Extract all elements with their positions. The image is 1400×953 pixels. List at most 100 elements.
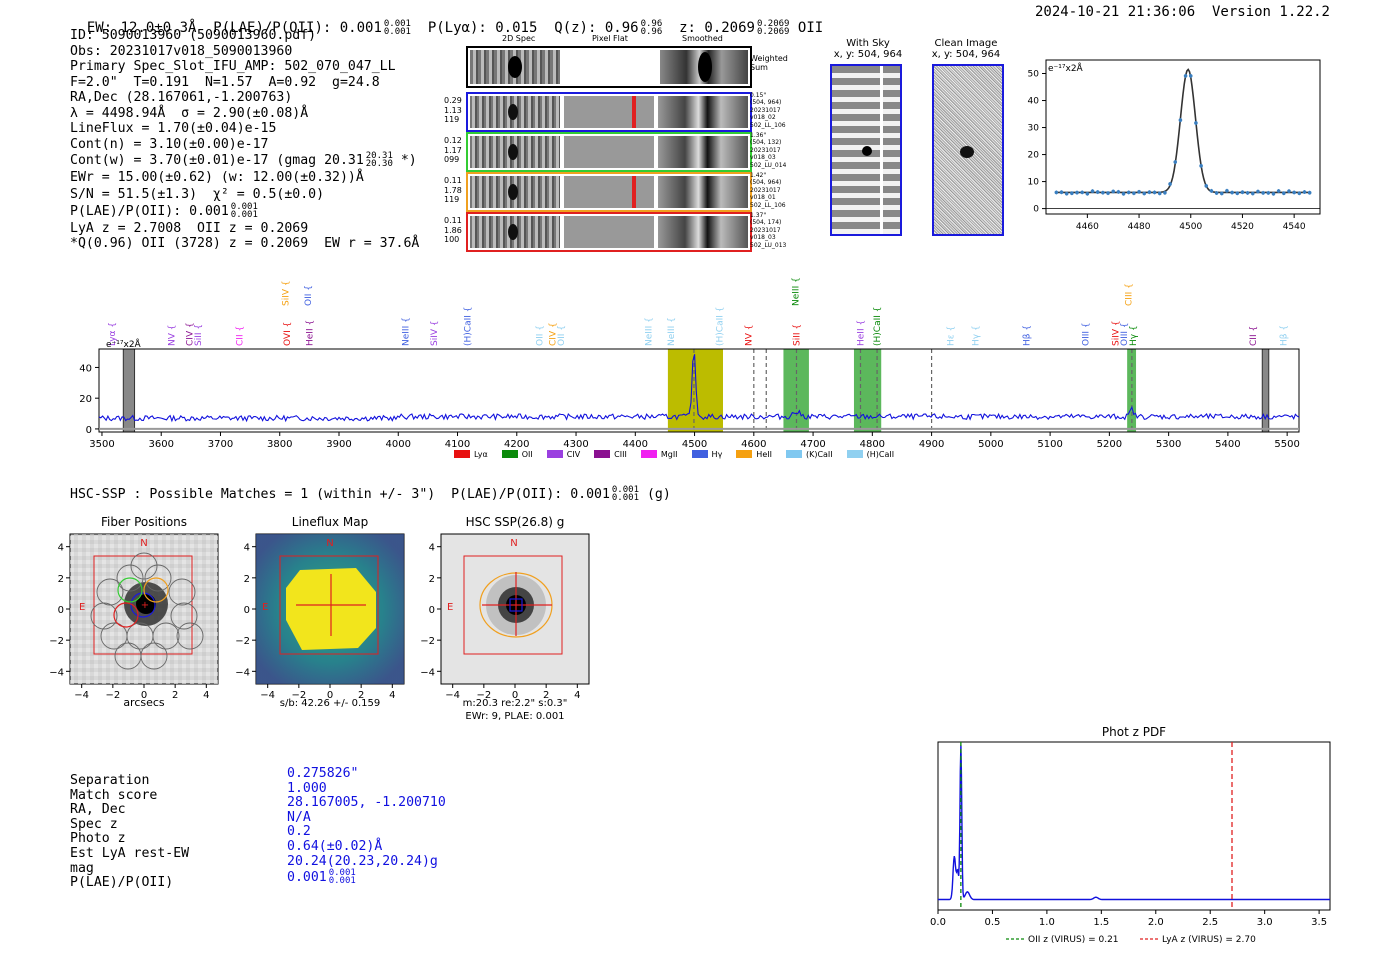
- y-tick-label: 40: [79, 363, 92, 374]
- line-id-label: OIII {: [1082, 322, 1092, 346]
- photz-title: Phot z PDF: [1102, 725, 1166, 739]
- legend-label: HeII: [756, 449, 772, 459]
- x-tick-label: −2: [105, 690, 120, 701]
- legend-label: Hγ: [711, 449, 723, 459]
- line-id-label: Hβ {: [1022, 325, 1032, 346]
- weighted-smoothed: [660, 50, 748, 84]
- line-id-label: Hγ {: [1129, 325, 1139, 346]
- line-id-label: NeIII {: [791, 277, 801, 306]
- detection-info: ID: 5090013960 (5090013960.pdf) Obs: 202…: [70, 28, 419, 252]
- x-tick-label: 3600: [148, 439, 173, 450]
- line-id-label: CIV {: [186, 322, 196, 346]
- x-tick-label: 3500: [89, 439, 114, 450]
- row-stats: 0.11 1.78 119: [444, 176, 462, 204]
- east-label: E: [79, 602, 85, 613]
- with-sky-title: With Sky x, y: 504, 964: [833, 38, 903, 60]
- line-id-label: Hγ {: [971, 325, 981, 346]
- x-tick-label: 0: [141, 690, 147, 701]
- row-2dspec: [470, 176, 560, 208]
- legend-item: OII: [501, 450, 533, 459]
- table-value: 20.24(20.23,20.24)g: [287, 853, 438, 869]
- fiber-blue: [130, 592, 156, 618]
- row-meta: 1.42" (504, 964) 20231017 v018_01 502_LL_106: [750, 172, 786, 209]
- line-id-label: OII {: [304, 285, 314, 306]
- fiber-circle: [130, 552, 158, 580]
- legend-item: CIV: [546, 449, 581, 459]
- spectrum-line: [98, 354, 1300, 423]
- table-value: 0.2: [287, 824, 311, 840]
- x-tick-label: 4500: [682, 439, 707, 450]
- x-tick-label: 5000: [978, 439, 1003, 450]
- header-z-tail: OII: [797, 20, 824, 36]
- legend-label: Lyα: [474, 449, 488, 459]
- x-tick-label: 3800: [267, 439, 292, 450]
- target-marker: +: [141, 600, 149, 611]
- photz-curve: [938, 745, 1330, 901]
- line-id-label: (H)CaII {: [715, 307, 725, 347]
- hatched-band: [1261, 348, 1270, 433]
- y-tick-label: 40: [1028, 97, 1040, 107]
- x-tick-label: 4100: [445, 439, 470, 450]
- xlabel-hsc-a: m:20.3 re:2.2" s:0.3": [463, 698, 568, 709]
- row-2dspec: [470, 136, 560, 168]
- row-pixelflat: [564, 176, 654, 208]
- x-tick-label: 4600: [741, 439, 766, 450]
- fiber-orange: [143, 577, 169, 603]
- line-id-label: (H)CaII {: [873, 307, 883, 347]
- line-id-label: SiII {: [194, 324, 204, 346]
- x-tick-label: 0.5: [984, 917, 1000, 928]
- photz-pdf-plot: Phot z PDF 0.0 0.5 1.0 1.5 2.0 2.5 3.0 3.5 OII …: [930, 725, 1331, 945]
- legend-item: MgII: [640, 450, 678, 459]
- y-tick-label: −4: [50, 667, 64, 678]
- y-tick-label: −2: [235, 636, 250, 647]
- line-id-label: OII {: [557, 325, 567, 346]
- y-tick-label: 0: [58, 605, 64, 616]
- xlabel-hsc-b: EWr: 9, PLAE: 0.001: [465, 711, 564, 722]
- x-tick-label: 1.0: [1039, 917, 1055, 928]
- y-tick-label: 0: [86, 425, 92, 436]
- legend-label: CIV: [566, 449, 581, 459]
- galaxy-core: [136, 594, 156, 614]
- legend-item: Hγ: [691, 449, 723, 459]
- x-tick-label: 2: [358, 690, 364, 701]
- weighted-2dspec: [470, 50, 560, 84]
- line-id-label: SiIV {: [282, 280, 292, 306]
- line-id-label: CII {: [235, 326, 245, 346]
- x-tick-label: 4540: [1283, 222, 1306, 232]
- xlabel-arcsecs: arcsecs: [123, 696, 165, 709]
- x-tick-label: −4: [445, 690, 460, 701]
- y-tick-label: 0: [429, 605, 435, 616]
- line-id-label: (H)CaII {: [464, 307, 474, 347]
- fiber-circle: [140, 642, 168, 670]
- line-id-label: NeIII {: [667, 317, 677, 346]
- row-pixelflat: [564, 216, 654, 248]
- fs-legend: Lyα OII CIV CIII MgII Hγ HeII (K)CaII (H)CaII: [454, 448, 894, 460]
- line-id-label: Lyα {: [108, 322, 118, 346]
- table-label: mag: [70, 860, 94, 876]
- panel-title-fiber: Fiber Positions: [101, 515, 187, 529]
- fiber-circle: [90, 602, 118, 630]
- table-label: Match score: [70, 787, 158, 803]
- info-sn: S/N = 51.5(±1.3) χ² = 0.5(±0.0): [70, 186, 325, 202]
- table-value: 0.275826": [287, 766, 359, 781]
- x-tick-label: 4480: [1128, 222, 1151, 232]
- row-smoothed: [658, 216, 748, 248]
- fs-unit-label: e⁻¹⁷x2Å: [106, 338, 142, 350]
- weighted-sum-panel: [466, 46, 752, 88]
- row-2dspec: [470, 216, 560, 248]
- fiber-circle: [152, 622, 180, 650]
- region-box: [279, 555, 379, 655]
- x-tick-label: 0: [327, 690, 333, 701]
- x-tick-label: 4300: [563, 439, 588, 450]
- cutout-row: [466, 212, 752, 252]
- info-line: λ = 4498.94Å σ = 2.90(±0.08)Å: [70, 105, 309, 121]
- legend-lya: LyA z (VIRUS) = 2.70: [1162, 935, 1256, 945]
- info-line: Primary Spec_Slot_IFU_AMP: 502_070_047_L…: [70, 59, 396, 74]
- legend-swatch: [454, 450, 470, 458]
- line-id-label: NeIII {: [644, 317, 654, 346]
- row-pixelflat: [564, 96, 654, 128]
- table-value: 28.167005, -1.200710: [287, 795, 446, 811]
- info-line: ID: 5090013960 (5090013960.pdf): [70, 28, 317, 43]
- x-tick-label: 5200: [1097, 439, 1122, 450]
- info-lya: LyA z = 2.7008 OII z = 0.2069: [70, 220, 309, 236]
